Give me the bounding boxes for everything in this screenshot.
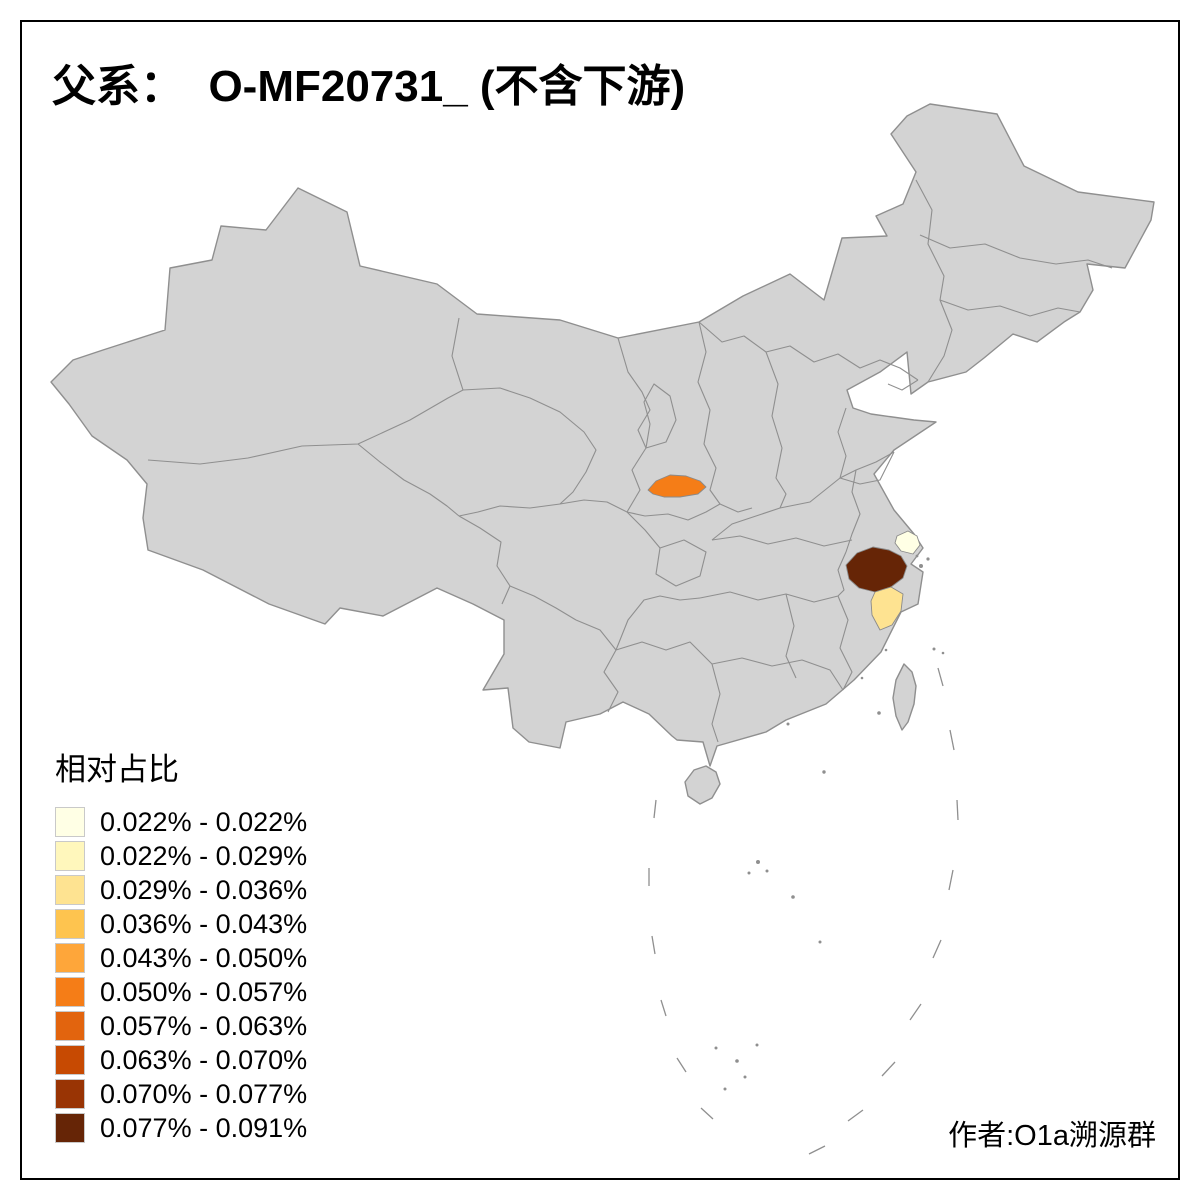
province-borders	[147, 179, 1113, 743]
taiwan-island	[892, 663, 917, 731]
region-east-zhejiang	[870, 586, 904, 631]
legend-item: 0.077% - 0.091%	[55, 1111, 307, 1145]
legend-label: 0.022% - 0.029%	[100, 840, 308, 871]
legend-item: 0.070% - 0.077%	[55, 1077, 307, 1111]
legend-label: 0.070% - 0.077%	[100, 1078, 308, 1109]
legend-swatch	[55, 875, 85, 905]
legend-swatch	[55, 1045, 85, 1075]
legend-swatch	[55, 977, 85, 1007]
legend-item: 0.029% - 0.036%	[55, 873, 307, 907]
legend-swatch	[55, 1011, 85, 1041]
legend-item: 0.022% - 0.029%	[55, 839, 307, 873]
legend-label: 0.063% - 0.070%	[100, 1044, 308, 1075]
legend-items: 0.022% - 0.022% 0.022% - 0.029% 0.029% - 0…	[55, 805, 307, 1145]
legend-item: 0.036% - 0.043%	[55, 907, 307, 941]
china-mainland	[50, 103, 1155, 767]
legend-item: 0.050% - 0.057%	[55, 975, 307, 1009]
legend-swatch	[55, 943, 85, 973]
region-north-zhejiang	[845, 546, 908, 593]
legend-swatch	[55, 1079, 85, 1109]
legend-swatch	[55, 909, 85, 939]
legend: 相对占比 0.022% - 0.022% 0.022% - 0.029% 0.029…	[55, 744, 307, 1145]
legend-title: 相对占比	[55, 752, 179, 787]
legend-item: 0.043% - 0.050%	[55, 941, 307, 975]
legend-label: 0.043% - 0.050%	[100, 942, 308, 973]
legend-swatch	[55, 1113, 85, 1143]
legend-label: 0.029% - 0.036%	[100, 874, 308, 905]
legend-swatch	[55, 807, 85, 837]
legend-item: 0.063% - 0.070%	[55, 1043, 307, 1077]
legend-label: 0.077% - 0.091%	[100, 1112, 308, 1143]
nine-dash-line	[648, 667, 959, 1155]
legend-label: 0.022% - 0.022%	[100, 806, 308, 837]
legend-label: 0.036% - 0.043%	[100, 908, 308, 939]
legend-swatch	[55, 841, 85, 871]
author-credit: 作者:O1a溯源群	[948, 1120, 1156, 1152]
legend-label: 0.057% - 0.063%	[100, 1010, 308, 1041]
hainan-island	[684, 765, 721, 805]
legend-label: 0.050% - 0.057%	[100, 976, 308, 1007]
region-shanghai	[894, 530, 921, 555]
legend-item: 0.022% - 0.022%	[55, 805, 307, 839]
sea-islets	[714, 554, 945, 1091]
region-guanzhong-shaanxi	[647, 474, 707, 498]
legend-item: 0.057% - 0.063%	[55, 1009, 307, 1043]
map-title: 父系： O-MF20731_ (不含下游)	[52, 62, 686, 111]
